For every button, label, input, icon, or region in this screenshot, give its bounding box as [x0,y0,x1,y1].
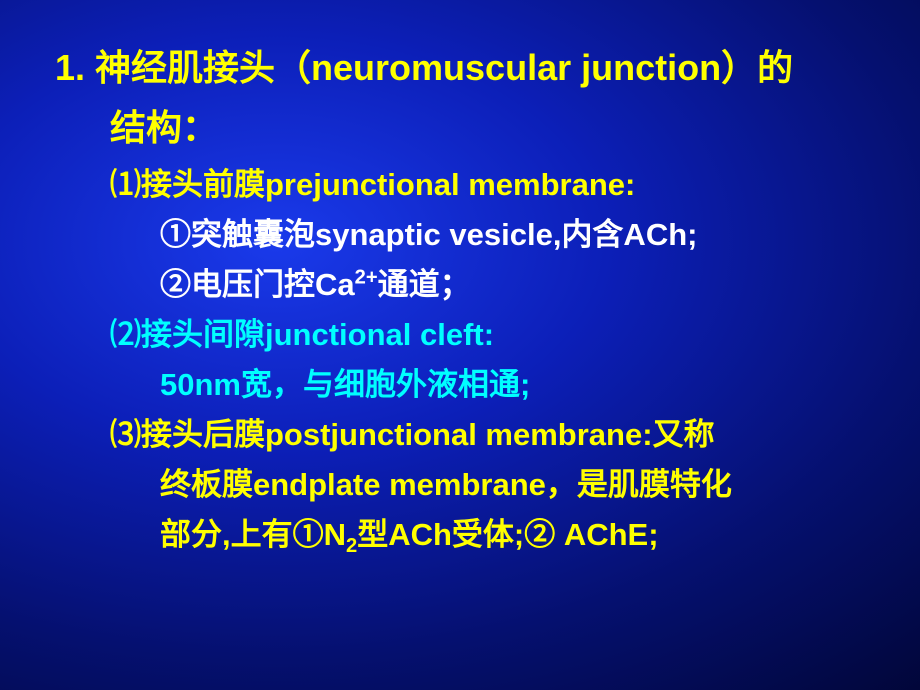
item-1-sub-2: ②电压门控Ca2+通道； [55,261,890,309]
item-1-en: prejunctional membrane: [265,167,635,202]
item-3-cn: 接头后膜 [141,417,265,452]
slide-title-line2: 结构： [55,100,890,156]
item-3-en: postjunctional membrane: [265,417,653,452]
item-2-header: ⑵接头间隙junctional cleft: [55,311,890,359]
item-1-sub-1-en: synaptic vesicle, [315,217,561,252]
item-1-sub-2-sup: 2+ [355,266,378,288]
item-1-sub-2-marker: ② [160,267,191,302]
item-2-sub-1: 50nm宽，与细胞外液相通; [55,361,890,409]
item-1-sub-1-pre: 突触囊泡 [191,217,315,252]
item-3-cont-2-sub: 2 [346,535,357,557]
item-3-tail: 又称 [653,417,715,452]
title-prefix: 1. 神经肌接头（ [55,47,311,88]
item-3-cont-1: 终板膜endplate membrane，是肌膜特化 [55,461,890,509]
item-3-cont-2-pre: 部分,上有①N [160,517,346,552]
item-1-cn: 接头前膜 [141,167,265,202]
title-line2-text: 结构： [110,107,218,148]
item-3-cont-1-pre: 终板膜 [160,467,253,502]
item-1-num: ⑴ [110,167,141,202]
item-3-cont-2: 部分,上有①N2型ACh受体;② AChE; [55,511,890,562]
item-3-cont-1-en: endplate membrane [253,467,546,502]
item-2-cn: 接头间隙 [141,317,265,352]
item-1-sub-1: ①突触囊泡synaptic vesicle,内含ACh; [55,211,890,259]
item-2-sub-1-text: 50nm宽，与细胞外液相通; [160,367,530,402]
item-3-num: ⑶ [110,417,141,452]
title-suffix: ）的 [721,47,793,88]
item-1-sub-1-post: 内含ACh; [561,217,697,252]
item-3-cont-1-post: ，是肌膜特化 [546,467,732,502]
slide-title-line1: 1. 神经肌接头（neuromuscular junction）的 [55,40,890,96]
item-3-header: ⑶接头后膜postjunctional membrane:又称 [55,411,890,459]
item-2-en: junctional cleft: [265,317,494,352]
item-1-header: ⑴接头前膜prejunctional membrane: [55,161,890,209]
item-1-sub-2-post: 通道； [378,267,471,302]
item-1-sub-1-marker: ① [160,217,191,252]
item-2-num: ⑵ [110,317,141,352]
item-1-sub-2-pre: 电压门控Ca [191,267,355,302]
item-3-cont-2-mid: 型ACh受体;② AChE; [357,517,658,552]
title-english: neuromuscular junction [311,47,721,88]
